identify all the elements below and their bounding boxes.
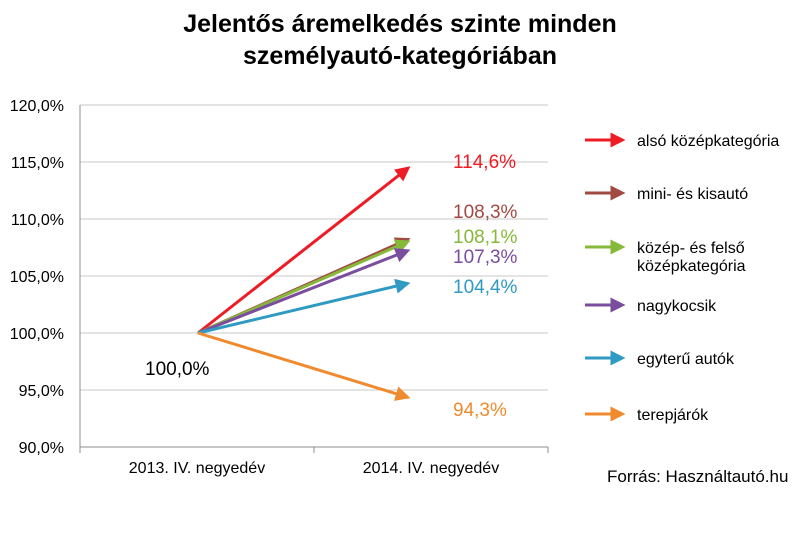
y-tick-label: 115,0% [11,155,64,172]
legend-label: középkategória [637,258,746,275]
end-value-label: 104,4% [453,277,518,298]
legend-label: mini- és kisautó [637,186,748,203]
legend: alsó középkategória mini- és kisautó közép… [585,132,779,424]
series-lines [197,166,411,401]
legend-label: egyterű autók [637,351,735,368]
x-category-label: 2014. IV. negyedév [363,460,499,477]
x-category-label: 2013. IV. negyedév [129,460,265,477]
legend-label: nagykocsik [637,298,717,315]
end-value-label: 94,3% [453,400,507,421]
start-value-label: 100,0% [145,359,210,380]
y-tick-label: 120,0% [10,98,64,115]
series-arrow [197,331,411,401]
chart-title: Jelentős áremelkedés szinte minden szemé… [0,8,800,72]
series-arrow [197,278,411,335]
chart-title-line-2: személyautó-kategóriában [243,42,557,70]
series-arrow [197,166,411,335]
legend-label: terepjárók [637,407,709,424]
x-axis: 2013. IV. negyedév 2014. IV. negyedév [79,446,549,477]
source-note: Forrás: Használtautó.hu [607,467,789,486]
y-tick-label: 95,0% [19,383,64,400]
end-value-label: 114,6% [453,152,516,173]
legend-label: közép- és felső [637,240,745,257]
end-value-label: 108,1% [453,227,518,248]
y-tick-label: 105,0% [10,269,64,286]
end-value-label: 107,3% [453,247,518,268]
y-tick-label: 90,0% [19,440,64,457]
series-arrow [197,248,411,335]
legend-label: alsó középkategória [637,133,779,150]
y-axis: 90,0% 95,0% 100,0% 105,0% 110,0% 115,0% 120,0% [10,98,81,457]
y-tick-label: 100,0% [10,326,64,343]
chart-title-line-1: Jelentős áremelkedés szinte minden [183,10,617,38]
end-value-label: 108,3% [453,202,518,223]
value-labels: 100,0% 114,6% 108,3% 108,1%107,3% 104,4% 94,3… [145,152,518,421]
y-tick-label: 110,0% [11,212,64,229]
